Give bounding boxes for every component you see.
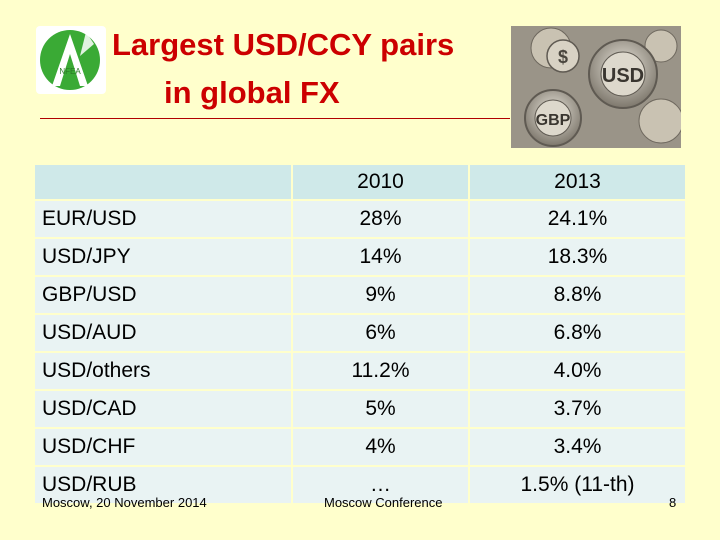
value-2013: 8.8% <box>468 275 687 315</box>
header-2013: 2013 <box>468 163 687 201</box>
gear-usd-label: USD <box>602 65 644 87</box>
pair-name: USD/CHF <box>33 427 293 467</box>
pair-name: GBP/USD <box>33 275 293 315</box>
value-2013: 3.7% <box>468 389 687 429</box>
fx-pairs-table: 2010 2013 EUR/USD 28% 24.1% USD/JPY 14% … <box>33 163 687 505</box>
table-header-row: 2010 2013 <box>33 163 687 201</box>
title-underline <box>40 118 510 119</box>
title-line-2: in global FX <box>164 75 340 110</box>
pair-name: USD/AUD <box>33 313 293 353</box>
value-2010: 28% <box>291 199 470 239</box>
value-2010: 14% <box>291 237 470 277</box>
value-2010: … <box>291 465 470 505</box>
table-row: USD/JPY 14% 18.3% <box>33 237 687 277</box>
pair-name: USD/others <box>33 351 293 391</box>
value-2010: 9% <box>291 275 470 315</box>
value-2013: 24.1% <box>468 199 687 239</box>
value-2013: 3.4% <box>468 427 687 467</box>
table-row: GBP/USD 9% 8.8% <box>33 275 687 315</box>
pair-name: USD/JPY <box>33 237 293 277</box>
logo-text: NFEA <box>59 67 81 76</box>
pair-name: EUR/USD <box>33 199 293 239</box>
value-2013: 4.0% <box>468 351 687 391</box>
title-line-1: Largest USD/CCY pairs <box>112 27 455 62</box>
value-2013: 1.5% (11-th) <box>468 465 687 505</box>
footer-conference: Moscow Conference <box>324 495 443 510</box>
table-row: USD/RUB … 1.5% (11-th) <box>33 465 687 505</box>
nfea-logo: NFEA <box>36 26 106 94</box>
value-2013: 6.8% <box>468 313 687 353</box>
gear-gbp-label: GBP <box>536 112 571 129</box>
pair-name: USD/CAD <box>33 389 293 429</box>
table-row: USD/CHF 4% 3.4% <box>33 427 687 467</box>
value-2010: 5% <box>291 389 470 429</box>
pair-name: USD/RUB <box>33 465 293 505</box>
slide-title: Largest USD/CCY pairs in global FX <box>112 27 454 117</box>
gear-dollar-label: $ <box>558 47 568 67</box>
value-2010: 6% <box>291 313 470 353</box>
table-row: USD/AUD 6% 6.8% <box>33 313 687 353</box>
currency-gears-image: USD GBP $ <box>511 26 681 148</box>
footer-date: Moscow, 20 November 2014 <box>42 495 207 510</box>
value-2013: 18.3% <box>468 237 687 277</box>
value-2010: 4% <box>291 427 470 467</box>
table-row: EUR/USD 28% 24.1% <box>33 199 687 239</box>
table-row: USD/others 11.2% 4.0% <box>33 351 687 391</box>
page-number: 8 <box>669 495 677 510</box>
header-blank-cell <box>33 163 293 201</box>
table-row: USD/CAD 5% 3.7% <box>33 389 687 429</box>
header-2010: 2010 <box>291 163 470 201</box>
value-2010: 11.2% <box>291 351 470 391</box>
